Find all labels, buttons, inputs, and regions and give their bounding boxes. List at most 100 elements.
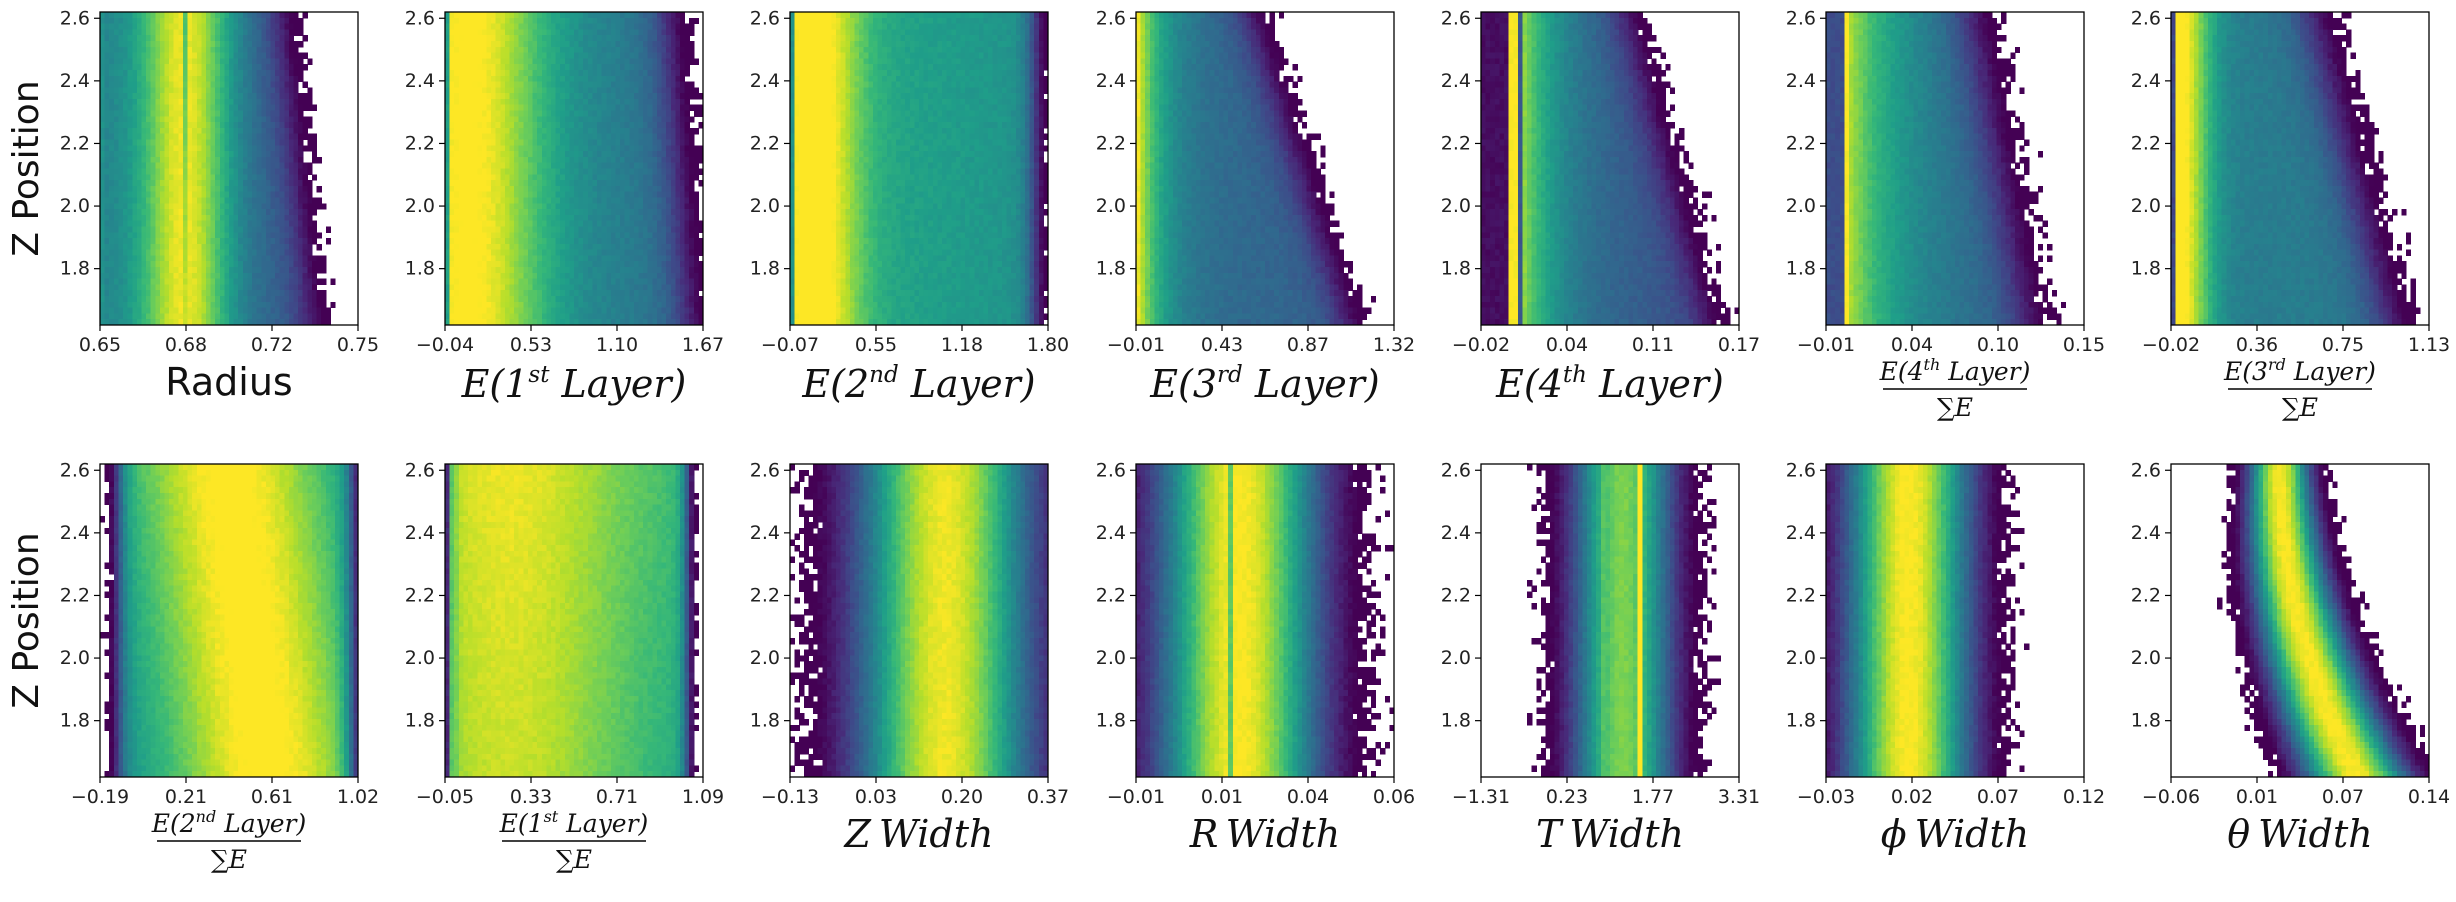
heatmap-cell: [206, 18, 211, 24]
heatmap-cell: [174, 82, 179, 88]
heatmap-cell: [109, 122, 114, 128]
heatmap-cell: [137, 93, 142, 99]
heatmap-cell: [275, 111, 280, 117]
heatmap-cell: [238, 12, 243, 18]
heatmap-cell: [224, 24, 229, 30]
heatmap-cell: [224, 64, 229, 70]
heatmap-cell: [183, 122, 188, 128]
heatmap-cell: [234, 29, 239, 35]
heatmap-cell: [261, 111, 266, 117]
heatmap-cell: [289, 41, 294, 47]
heatmap-cell: [151, 111, 156, 117]
heatmap-cell: [128, 70, 133, 76]
heatmap-cell: [201, 47, 206, 53]
heatmap-cell: [155, 87, 160, 93]
heatmap-cell: [298, 70, 303, 76]
heatmap-cell: [132, 76, 137, 82]
heatmap-cell: [188, 12, 193, 18]
heatmap-cell: [289, 122, 294, 128]
heatmap-cell: [201, 134, 206, 140]
heatmap-cell: [118, 64, 123, 70]
heatmap-cell: [294, 64, 299, 70]
heatmap-cell: [294, 76, 299, 82]
heatmap-cell: [197, 64, 202, 70]
heatmap-cell: [109, 70, 114, 76]
heatmap-cell: [243, 18, 248, 24]
heatmap-cell: [220, 87, 225, 93]
heatmap-cell: [160, 99, 165, 105]
heatmap-cell: [284, 116, 289, 122]
heatmap-cell: [188, 134, 193, 140]
heatmap-cell: [257, 128, 262, 134]
heatmap-cell: [141, 111, 146, 117]
heatmap-cell: [146, 134, 151, 140]
heatmap-cell: [188, 93, 193, 99]
heatmap-cell: [160, 87, 165, 93]
heatmap-cell: [224, 18, 229, 24]
heatmap-cell: [192, 76, 197, 82]
heatmap-cell: [146, 18, 151, 24]
heatmap-cell: [100, 134, 105, 140]
heatmap-cell: [215, 29, 220, 35]
heatmap-cell: [169, 35, 174, 41]
heatmap-cell: [169, 53, 174, 59]
heatmap-cell: [128, 58, 133, 64]
heatmap-cell: [234, 99, 239, 105]
heatmap-cell: [151, 58, 156, 64]
heatmap-cell: [280, 82, 285, 88]
heatmap-cell: [132, 47, 137, 53]
heatmap-cell: [284, 41, 289, 47]
heatmap-cell: [238, 134, 243, 140]
heatmap-cell: [146, 24, 151, 30]
heatmap-cell: [146, 128, 151, 134]
heatmap-cell: [238, 35, 243, 41]
heatmap-cell: [151, 41, 156, 47]
heatmap-cell: [123, 58, 128, 64]
heatmap-cell: [137, 134, 142, 140]
heatmap-cell: [137, 87, 142, 93]
heatmap-cell: [146, 53, 151, 59]
heatmap-cell: [261, 128, 266, 134]
heatmap-cell: [211, 24, 216, 30]
heatmap-cell: [234, 35, 239, 41]
heatmap-cell: [294, 70, 299, 76]
heatmap-cell: [188, 145, 193, 151]
heatmap-cell: [257, 140, 262, 146]
heatmap-cell: [197, 145, 202, 151]
heatmap-cell: [201, 140, 206, 146]
heatmap-cell: [192, 116, 197, 122]
heatmap-cell: [280, 116, 285, 122]
heatmap-cell: [128, 145, 133, 151]
heatmap-cell: [165, 35, 170, 41]
heatmap-cell: [234, 58, 239, 64]
heatmap-cell: [183, 76, 188, 82]
heatmap-cell: [151, 18, 156, 24]
heatmap-cell: [151, 70, 156, 76]
heatmap-cell: [146, 111, 151, 117]
heatmap-cell: [294, 99, 299, 105]
heatmap-cell: [294, 87, 299, 93]
heatmap-cell: [118, 82, 123, 88]
heatmap-cell: [165, 128, 170, 134]
heatmap-cell: [229, 122, 234, 128]
heatmap-cell: [151, 47, 156, 53]
heatmap-cell: [261, 116, 266, 122]
heatmap-cell: [100, 140, 105, 146]
heatmap-cell: [105, 18, 110, 24]
heatmap-cell: [275, 35, 280, 41]
heatmap-cell: [128, 87, 133, 93]
heatmap-cell: [151, 99, 156, 105]
heatmap-cell: [270, 29, 275, 35]
heatmap-cell: [109, 99, 114, 105]
heatmap-cell: [229, 41, 234, 47]
heatmap-cell: [229, 99, 234, 105]
heatmap-cell: [174, 128, 179, 134]
heatmap-cell: [206, 58, 211, 64]
heatmap-cell: [275, 82, 280, 88]
heatmap-cell: [238, 53, 243, 59]
heatmap-cell: [229, 58, 234, 64]
heatmap-cell: [151, 29, 156, 35]
heatmap-cell: [220, 105, 225, 111]
heatmap-cell: [132, 53, 137, 59]
heatmap-cell: [165, 140, 170, 146]
